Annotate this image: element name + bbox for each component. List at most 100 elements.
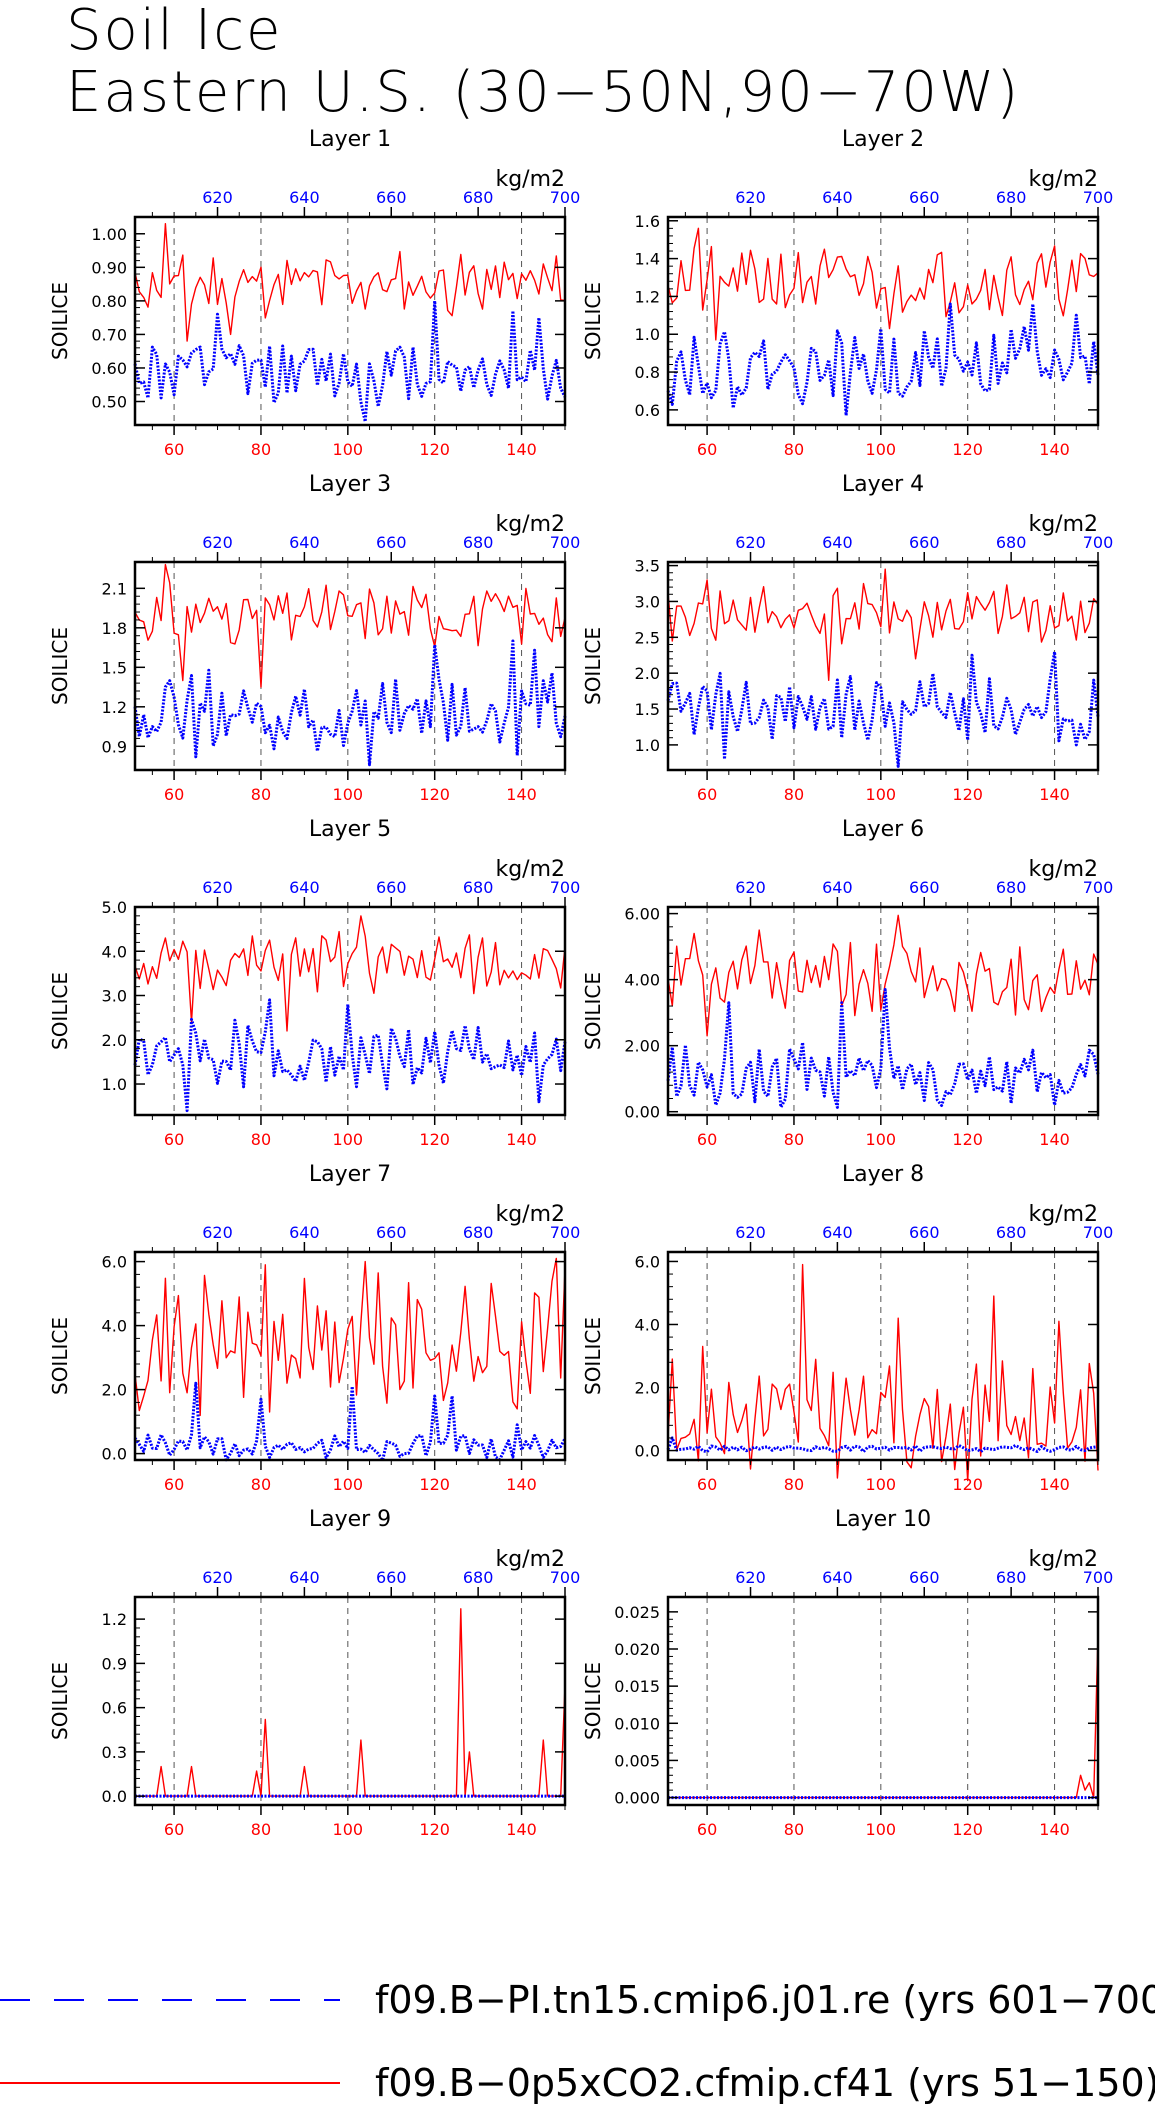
top-tick-label: 700 [1083,878,1114,897]
x-tick-label: 100 [866,440,897,459]
top-tick-label: 640 [822,188,853,207]
x-tick-label: 80 [784,440,804,459]
y-axis-label: SOILICE [48,972,72,1050]
top-tick-label: 660 [909,533,940,552]
chart-panel-5: Layer 5 kg/m2 1.0 2.0 3.0 4.0 5.0 60 80 100 120 140… [48,817,580,1149]
plot-frame [666,1250,1100,1462]
chart-title: Layer 5 [309,817,391,842]
top-tick-label: 680 [996,533,1027,552]
x-tick-label: 140 [1039,1130,1070,1149]
y-tick-label: 6.00 [624,905,660,924]
series-line-red [134,223,566,342]
chart-panel-1: Layer 1 kg/m2 0.50 0.60 0.70 0.80 0.90 1.00 60 80… [48,127,580,459]
chart-panel-6: Layer 6 kg/m2 0.00 2.00 4.00 6.00 60 80 100 120 14… [581,817,1113,1149]
top-tick-label: 700 [1083,533,1114,552]
top-tick-label: 680 [996,1568,1027,1587]
y-tick-label: 1.6 [635,212,660,231]
x-tick-label: 60 [164,1475,184,1494]
x-tick-label: 80 [251,440,271,459]
x-tick-label: 80 [251,1820,271,1839]
top-tick-label: 620 [202,878,233,897]
top-tick-label: 640 [289,533,320,552]
chart-title: Layer 1 [309,127,391,152]
series-line-red [134,563,566,688]
y-tick-label: 0.3 [102,1743,127,1762]
y-tick-label: 5.0 [102,898,127,917]
y-tick-label: 0.9 [102,1654,127,1673]
x-tick-label: 60 [697,1130,717,1149]
title-line-2: Eastern U.S. (30−50N,90−70W) [66,60,1021,125]
x-tick-label: 120 [419,1475,450,1494]
series-line-red [667,1263,1099,1482]
series-line-blue [666,302,1100,417]
x-tick-label: 140 [506,785,537,804]
chart-panel-9: Layer 9 kg/m2 0.0 0.3 0.6 0.9 1.2 60 80 100 120 140… [48,1507,580,1839]
top-tick-label: 680 [463,1568,494,1587]
y-tick-label: 3.5 [635,557,660,576]
top-tick-label: 660 [909,1568,940,1587]
x-tick-label: 120 [952,1475,983,1494]
y-tick-label: 3.0 [102,987,127,1006]
x-tick-label: 60 [164,440,184,459]
y-tick-label: 2.0 [102,1381,127,1400]
series-line-blue [666,1436,1099,1454]
chart-title: Layer 7 [309,1162,391,1187]
y-tick-label: 0.80 [91,292,127,311]
x-tick-label: 100 [333,440,364,459]
top-axis-label: kg/m2 [495,167,565,192]
top-tick-label: 640 [289,1223,320,1242]
top-tick-label: 640 [822,533,853,552]
top-tick-label: 680 [463,878,494,897]
y-tick-label: 1.0 [635,736,660,755]
y-tick-label: 1.00 [91,225,127,244]
y-tick-label: 0.000 [614,1789,660,1808]
y-tick-label: 0.70 [91,325,127,344]
y-tick-label: 1.2 [635,287,660,306]
series-line-red [134,1257,566,1417]
x-tick-label: 140 [1039,1820,1070,1839]
page-title: Soil Ice Eastern U.S. (30−50N,90−70W) [66,0,1020,124]
top-tick-label: 640 [289,1568,320,1587]
y-tick-label: 2.0 [635,664,660,683]
top-tick-label: 620 [735,533,766,552]
x-tick-label: 120 [419,440,450,459]
x-tick-label: 140 [1039,1475,1070,1494]
y-axis-label: SOILICE [48,1662,72,1740]
y-tick-label: 0.9 [102,737,127,756]
top-tick-label: 700 [550,878,581,897]
y-tick-label: 0.015 [614,1677,660,1696]
y-tick-label: 0.6 [635,401,660,420]
top-tick-label: 700 [1083,188,1114,207]
y-axis-label: SOILICE [48,282,72,360]
y-axis-label: SOILICE [581,972,605,1050]
top-tick-label: 660 [376,1223,407,1242]
y-axis-label: SOILICE [581,627,605,705]
top-tick-label: 680 [996,1223,1027,1242]
y-tick-label: 0.025 [614,1603,660,1622]
x-tick-label: 120 [952,785,983,804]
plot-frame [133,560,567,772]
series-line-blue [133,1381,567,1462]
chart-panel-8: Layer 8 kg/m2 0.0 2.0 4.0 6.0 60 80 100 120 140 620… [581,1162,1113,1494]
y-tick-label: 0.0 [635,1442,660,1461]
x-tick-label: 120 [952,1130,983,1149]
y-tick-label: 4.0 [102,1317,127,1336]
top-tick-label: 660 [909,878,940,897]
x-tick-label: 120 [419,785,450,804]
series-line-red [668,1634,1099,1799]
y-tick-label: 1.8 [102,619,127,638]
top-tick-label: 700 [1083,1223,1114,1242]
x-tick-label: 80 [784,785,804,804]
y-tick-label: 1.5 [635,700,660,719]
series-line-red [134,915,566,1032]
y-tick-label: 0.90 [91,258,127,277]
x-tick-label: 100 [333,1820,364,1839]
y-tick-label: 0.50 [91,393,127,412]
top-axis-label: kg/m2 [495,512,565,537]
x-tick-label: 80 [251,1475,271,1494]
top-tick-label: 660 [376,533,407,552]
plot-frame [133,905,567,1117]
x-tick-label: 80 [251,1130,271,1149]
x-tick-label: 80 [251,785,271,804]
chart-panel-10: Layer 10 kg/m2 0.000 0.005 0.010 0.015 0.020 0.… [581,1507,1113,1839]
